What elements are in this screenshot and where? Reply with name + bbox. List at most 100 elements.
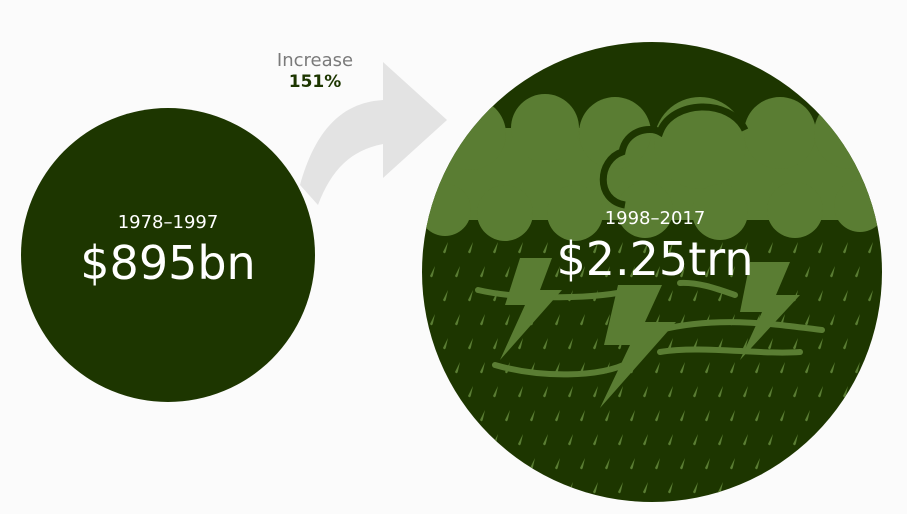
- raindrop: [468, 338, 473, 350]
- raindrop: [780, 362, 785, 374]
- raindrop: [668, 434, 673, 446]
- raindrop: [480, 362, 485, 374]
- raindrop: [805, 314, 810, 326]
- raindrop: [443, 242, 448, 254]
- raindrop: [455, 362, 460, 374]
- raindrop: [580, 362, 585, 374]
- raindrop: [430, 266, 435, 278]
- raindrop: [780, 410, 785, 422]
- raindrop: [555, 410, 560, 422]
- raindrop: [555, 266, 560, 278]
- raindrop: [705, 266, 710, 278]
- increase-value: 151%: [288, 72, 342, 92]
- raindrop: [555, 458, 560, 470]
- raindrop: [630, 266, 635, 278]
- period-1-value: $895bn: [80, 236, 256, 290]
- raindrop: [768, 338, 773, 350]
- raindrop: [543, 242, 548, 254]
- raindrop: [605, 266, 610, 278]
- raindrop: [643, 242, 648, 254]
- raindrop: [468, 386, 473, 398]
- cloud-outline: [599, 103, 749, 209]
- raindrop: [843, 338, 848, 350]
- raindrop: [593, 242, 598, 254]
- raindrop: [680, 266, 685, 278]
- raindrop: [618, 386, 623, 398]
- raindrop: [818, 338, 823, 350]
- raindrop: [655, 410, 660, 422]
- raindrop: [580, 314, 585, 326]
- raindrop: [568, 386, 573, 398]
- raindrop: [730, 266, 735, 278]
- raindrop: [518, 386, 523, 398]
- period-2-value: $2.25trn: [556, 232, 754, 286]
- raindrop: [618, 434, 623, 446]
- raindrop: [543, 338, 548, 350]
- raindrop: [805, 362, 810, 374]
- raindrop: [443, 290, 448, 302]
- raindrop: [768, 242, 773, 254]
- raindrop: [480, 314, 485, 326]
- raindrop: [493, 242, 498, 254]
- raindrop: [630, 458, 635, 470]
- raindrop: [693, 386, 698, 398]
- curved-arrow-icon: [300, 62, 447, 205]
- raindrop: [868, 242, 873, 254]
- raindrop: [480, 410, 485, 422]
- raindrop: [493, 338, 498, 350]
- raindrop: [705, 410, 710, 422]
- raindrop: [818, 386, 823, 398]
- raindrop: [668, 338, 673, 350]
- raindrop: [705, 362, 710, 374]
- raindrop: [668, 290, 673, 302]
- raindrop: [718, 338, 723, 350]
- raindrop: [593, 338, 598, 350]
- raindrop: [768, 386, 773, 398]
- raindrop: [768, 434, 773, 446]
- raindrop: [693, 434, 698, 446]
- raindrop: [855, 266, 860, 278]
- raindrop: [655, 266, 660, 278]
- raindrop: [518, 338, 523, 350]
- increase-label: Increase: [276, 50, 354, 71]
- raindrop: [818, 290, 823, 302]
- raindrop: [668, 242, 673, 254]
- raindrop: [693, 482, 698, 494]
- raindrop: [530, 458, 535, 470]
- raindrop: [668, 482, 673, 494]
- lightning-icon: [500, 258, 800, 408]
- raindrop: [793, 434, 798, 446]
- period-1-label: 1978–1997: [117, 212, 219, 233]
- raindrop: [655, 458, 660, 470]
- raindrop: [593, 386, 598, 398]
- raindrop: [718, 242, 723, 254]
- raindrop: [555, 362, 560, 374]
- raindrop: [868, 290, 873, 302]
- raindrop: [830, 314, 835, 326]
- raindrop: [818, 242, 823, 254]
- raindrop: [755, 362, 760, 374]
- raindrop: [430, 314, 435, 326]
- raindrop: [718, 482, 723, 494]
- raindrop: [605, 410, 610, 422]
- raindrop: [693, 290, 698, 302]
- raindrop: [718, 434, 723, 446]
- raindrop: [830, 266, 835, 278]
- raindrop: [680, 362, 685, 374]
- raindrop: [580, 458, 585, 470]
- raindrop: [830, 362, 835, 374]
- raindrop: [530, 410, 535, 422]
- raindrop: [743, 386, 748, 398]
- storm-cloud-icon: [422, 94, 882, 241]
- raindrop: [743, 242, 748, 254]
- raindrop: [793, 338, 798, 350]
- raindrop: [605, 458, 610, 470]
- raindrop: [730, 410, 735, 422]
- raindrop: [855, 314, 860, 326]
- raindrop: [743, 338, 748, 350]
- raindrop: [543, 386, 548, 398]
- raindrop: [443, 338, 448, 350]
- raindrop: [680, 314, 685, 326]
- raindrop: [568, 434, 573, 446]
